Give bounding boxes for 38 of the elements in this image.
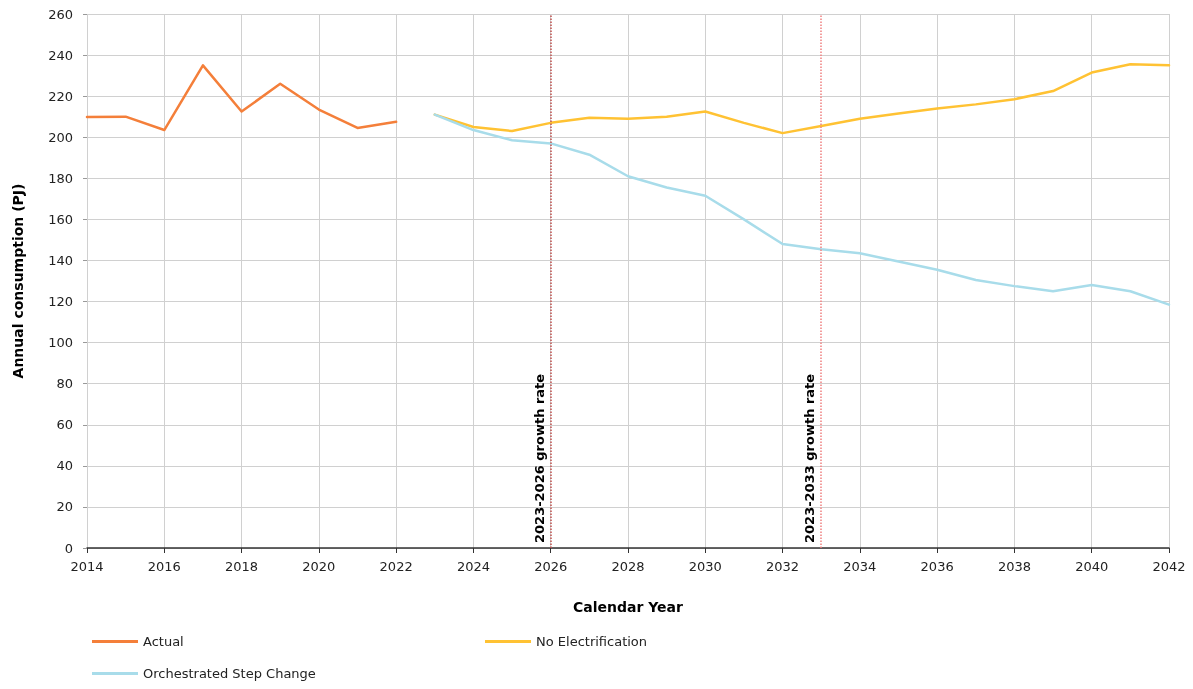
x-tick-label: 2030 xyxy=(688,559,722,574)
x-tick-label: 2028 xyxy=(611,559,645,574)
x-tick-label: 2032 xyxy=(766,559,800,574)
y-tick-label: 200 xyxy=(48,129,73,145)
y-tick-label: 220 xyxy=(48,88,73,104)
legend-label: Orchestrated Step Change xyxy=(143,666,316,681)
y-tick-label: 260 xyxy=(48,6,73,22)
x-tick-label: 2022 xyxy=(379,559,413,574)
x-tick-label: 2026 xyxy=(534,559,568,574)
x-tick-label: 2036 xyxy=(920,559,954,574)
legend-label: No Electrification xyxy=(536,634,648,649)
x-tick-label: 2040 xyxy=(1075,559,1109,574)
x-tick-label: 2018 xyxy=(225,559,259,574)
y-tick-label: 0 xyxy=(64,540,73,556)
y-tick-label: 100 xyxy=(48,335,73,351)
x-tick-label: 2016 xyxy=(147,559,181,574)
x-tick-label: 2038 xyxy=(997,559,1031,574)
y-tick-label: 20 xyxy=(56,499,73,515)
legend-label: Actual xyxy=(143,634,184,649)
y-tick-label: 140 xyxy=(48,252,73,268)
ref-line-label: 2023-2026 growth rate xyxy=(531,373,547,543)
x-tick-label: 2034 xyxy=(843,559,877,574)
x-tick-label: 2042 xyxy=(1152,559,1186,574)
x-tick-label: 2014 xyxy=(70,559,104,574)
line-series xyxy=(433,113,1171,306)
x-tick-label: 2024 xyxy=(456,559,490,574)
y-tick-label: 160 xyxy=(48,211,73,227)
y-tick-label: 240 xyxy=(48,47,73,63)
ref-line-label: 2023-2033 growth rate xyxy=(802,373,818,543)
line-series xyxy=(85,64,398,132)
x-axis-title: Calendar Year xyxy=(573,599,684,615)
y-tick-label: 40 xyxy=(56,458,73,474)
x-tick-label: 2020 xyxy=(302,559,336,574)
y-tick-label: 120 xyxy=(48,294,73,310)
y-tick-label: 180 xyxy=(48,170,73,186)
y-tick-label: 80 xyxy=(56,376,73,392)
y-axis-title: Annual consumption (PJ) xyxy=(10,183,26,379)
y-tick-label: 60 xyxy=(56,417,73,433)
